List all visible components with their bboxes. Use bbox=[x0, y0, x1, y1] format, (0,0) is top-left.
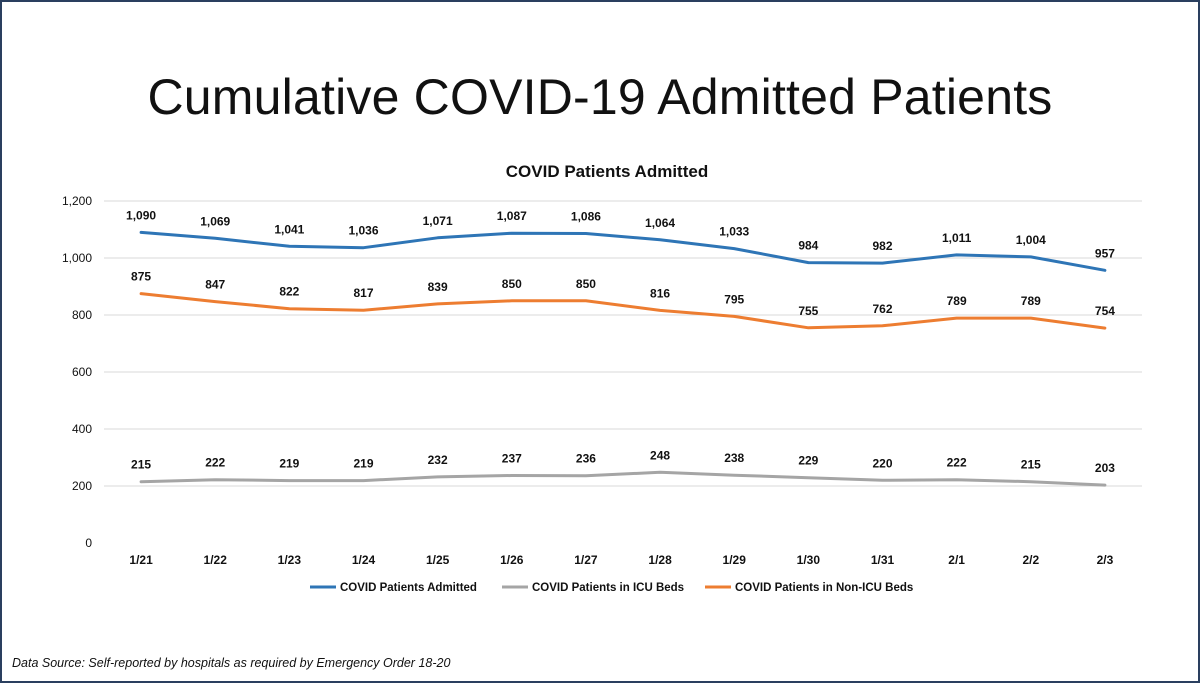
data-label: 762 bbox=[872, 302, 892, 316]
x-tick-label: 2/3 bbox=[1097, 553, 1114, 567]
data-label: 238 bbox=[724, 451, 744, 465]
data-label: 236 bbox=[576, 452, 596, 466]
data-label: 219 bbox=[279, 457, 299, 471]
x-tick-label: 1/28 bbox=[648, 553, 672, 567]
x-tick-label: 1/25 bbox=[426, 553, 450, 567]
data-label: 847 bbox=[205, 278, 225, 292]
data-label: 1,004 bbox=[1016, 233, 1046, 247]
data-label: 1,064 bbox=[645, 216, 675, 230]
x-tick-label: 1/26 bbox=[500, 553, 524, 567]
data-label: 1,071 bbox=[423, 214, 453, 228]
data-label: 982 bbox=[872, 239, 892, 253]
data-label: 229 bbox=[798, 454, 818, 468]
y-tick-label: 1,200 bbox=[62, 194, 92, 208]
y-tick-label: 800 bbox=[72, 308, 92, 322]
data-label: 237 bbox=[502, 451, 522, 465]
data-label: 222 bbox=[205, 456, 225, 470]
data-label: 1,011 bbox=[942, 231, 972, 245]
data-label: 850 bbox=[502, 277, 522, 291]
data-label: 822 bbox=[279, 285, 299, 299]
data-label: 875 bbox=[131, 270, 151, 284]
x-tick-label: 1/30 bbox=[797, 553, 821, 567]
x-tick-label: 1/27 bbox=[574, 553, 598, 567]
data-label: 222 bbox=[947, 456, 967, 470]
y-tick-label: 400 bbox=[72, 422, 92, 436]
data-label: 232 bbox=[428, 453, 448, 467]
x-tick-label: 1/21 bbox=[129, 553, 153, 567]
data-label: 839 bbox=[428, 280, 448, 294]
data-label: 755 bbox=[798, 304, 818, 318]
data-label: 1,033 bbox=[719, 225, 749, 239]
data-label: 816 bbox=[650, 286, 670, 300]
data-label: 789 bbox=[947, 294, 967, 308]
data-label: 219 bbox=[353, 457, 373, 471]
x-tick-label: 2/2 bbox=[1022, 553, 1039, 567]
x-tick-label: 1/22 bbox=[204, 553, 228, 567]
x-tick-label: 1/31 bbox=[871, 553, 895, 567]
data-label: 1,087 bbox=[497, 209, 527, 223]
series-line bbox=[139, 292, 1107, 330]
data-label: 248 bbox=[650, 448, 670, 462]
y-tick-label: 200 bbox=[72, 479, 92, 493]
data-label: 789 bbox=[1021, 294, 1041, 308]
series-line bbox=[139, 230, 1107, 272]
data-label: 817 bbox=[353, 286, 373, 300]
data-label: 1,036 bbox=[348, 224, 378, 238]
x-tick-label: 2/1 bbox=[948, 553, 965, 567]
data-label: 1,086 bbox=[571, 209, 601, 223]
data-label: 754 bbox=[1095, 304, 1115, 318]
chart-title: COVID Patients Admitted bbox=[505, 162, 709, 181]
data-label: 1,041 bbox=[274, 222, 304, 236]
series-line bbox=[139, 470, 1107, 487]
data-label: 984 bbox=[798, 239, 818, 253]
data-label: 1,069 bbox=[200, 214, 230, 228]
data-label: 215 bbox=[131, 458, 151, 472]
y-tick-label: 600 bbox=[72, 365, 92, 379]
legend-label: COVID Patients Admitted bbox=[340, 582, 477, 594]
y-tick-label: 0 bbox=[85, 536, 92, 550]
data-label: 957 bbox=[1095, 246, 1115, 260]
slide-title: Cumulative COVID-19 Admitted Patients bbox=[147, 69, 1053, 125]
data-source-footnote: Data Source: Self-reported by hospitals … bbox=[12, 656, 451, 670]
data-label: 795 bbox=[724, 292, 744, 306]
y-tick-label: 1,000 bbox=[62, 251, 92, 265]
x-tick-label: 1/24 bbox=[352, 553, 376, 567]
x-tick-label: 1/29 bbox=[723, 553, 747, 567]
data-label: 203 bbox=[1095, 461, 1115, 475]
data-label: 1,090 bbox=[126, 208, 156, 222]
x-tick-label: 1/23 bbox=[278, 553, 302, 567]
legend-label: COVID Patients in Non-ICU Beds bbox=[735, 582, 913, 594]
data-label: 850 bbox=[576, 277, 596, 291]
legend-label: COVID Patients in ICU Beds bbox=[532, 582, 684, 594]
data-label: 220 bbox=[872, 456, 892, 470]
data-label: 215 bbox=[1021, 458, 1041, 472]
